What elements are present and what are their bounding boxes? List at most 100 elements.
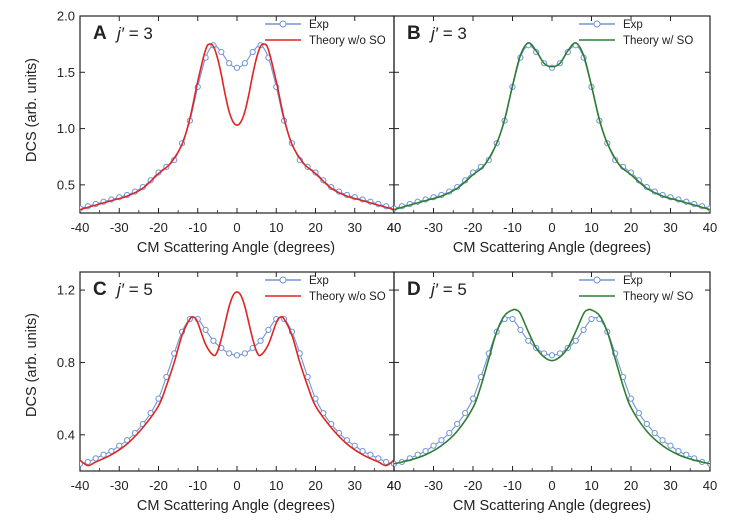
- legend-entry-label: Exp: [309, 275, 329, 287]
- x-tick-label: 0: [548, 478, 555, 493]
- theory-line: [394, 42, 710, 211]
- x-axis-title-bottom-right: CM Scattering Angle (degrees): [453, 498, 651, 514]
- exp-marker: [375, 455, 382, 462]
- x-tick-label: 0: [233, 220, 240, 235]
- series-exp: [80, 42, 394, 212]
- exp-marker: [588, 315, 595, 323]
- series-theory: [394, 308, 710, 465]
- x-tick-label: -40: [71, 220, 90, 235]
- series-theory: [394, 42, 710, 211]
- exp-marker: [651, 429, 658, 437]
- exp-marker: [233, 352, 241, 359]
- exp-marker: [265, 326, 272, 333]
- y-tick-label: 0.5: [57, 177, 75, 192]
- exp-marker: [659, 437, 666, 444]
- exp-marker: [241, 350, 248, 357]
- exp-marker: [438, 437, 445, 444]
- exp-marker: [233, 64, 241, 71]
- series-exp: [80, 315, 394, 467]
- x-tick-label: -30: [110, 478, 129, 493]
- panel-letter: D: [407, 279, 421, 300]
- exp-marker: [351, 442, 358, 449]
- exp-marker: [359, 448, 366, 455]
- exp-marker: [462, 410, 469, 417]
- x-tick-label: 20: [308, 220, 322, 235]
- exp-marker: [92, 455, 99, 462]
- series-exp: [394, 42, 710, 212]
- x-tick-label: -20: [464, 478, 483, 493]
- x-tick-label: 40: [387, 220, 401, 235]
- exp-marker: [257, 337, 264, 344]
- x-tick-label: -30: [424, 220, 443, 235]
- exp-marker: [509, 315, 516, 323]
- theory-line: [80, 43, 394, 211]
- x-tick-label: -10: [188, 220, 207, 235]
- exp-marker: [422, 448, 429, 455]
- legend: Exp Theory w/ SO: [579, 275, 693, 303]
- legend: Exp Theory w/o SO: [265, 19, 386, 47]
- exp-marker: [367, 451, 374, 458]
- legend-entry-label: Theory w/ SO: [623, 35, 693, 47]
- x-tick-label: 10: [584, 478, 598, 493]
- x-tick-label: 40: [387, 220, 401, 235]
- legend-swatch-marker: [279, 20, 287, 28]
- panel-a: -40 -30 -20 -10 0 10 20 30 40 0.5 1.0 1.5 2.0 A j′ = 3…: [57, 9, 401, 236]
- x-tick-label: 40: [703, 220, 717, 235]
- theory-line: [80, 291, 394, 467]
- exp-marker: [100, 451, 107, 458]
- exp-marker: [548, 352, 556, 359]
- x-tick-label: 40: [387, 478, 401, 493]
- exp-marker: [108, 448, 115, 455]
- x-axis-title-top-right: CM Scattering Angle (degrees): [453, 240, 651, 256]
- x-tick-label: 0: [233, 478, 240, 493]
- x-tick-label: -10: [503, 478, 522, 493]
- legend-entry-label: Exp: [623, 275, 643, 287]
- exp-marker: [241, 60, 248, 67]
- legend-entry-label: Theory w/ SO: [623, 291, 693, 303]
- x-tick-label: 30: [348, 478, 362, 493]
- series-theory: [80, 43, 394, 211]
- x-tick-label: 40: [703, 478, 717, 493]
- exp-marker: [675, 448, 682, 455]
- legend-entry-label: Theory w/o SO: [309, 291, 386, 303]
- panel-letter: C: [93, 279, 107, 300]
- y-axis-title-bottom: DCS (arb. units): [24, 313, 40, 417]
- exp-marker: [454, 420, 461, 428]
- exp-marker: [226, 350, 233, 357]
- panel-j-label: j′ = 5: [115, 280, 153, 299]
- legend-swatch-marker: [279, 276, 287, 284]
- y-tick-label: 0.8: [57, 355, 75, 370]
- exp-marker: [218, 48, 225, 56]
- x-tick-label: 40: [387, 478, 401, 493]
- x-tick-label: 0: [548, 220, 555, 235]
- y-tick-label: 1.2: [57, 283, 75, 298]
- x-tick-label: 10: [584, 220, 598, 235]
- legend-entry-label: Exp: [623, 19, 643, 31]
- x-tick-label: 20: [624, 478, 638, 493]
- legend-swatch-marker: [593, 276, 601, 284]
- y-tick-label: 1.0: [57, 121, 75, 136]
- exp-marker: [643, 420, 650, 428]
- exp-marker: [667, 442, 674, 449]
- x-tick-label: -30: [110, 220, 129, 235]
- exp-marker: [446, 429, 453, 437]
- x-tick-label: -20: [149, 220, 168, 235]
- x-tick-label: -40: [71, 478, 90, 493]
- x-tick-label: 30: [348, 220, 362, 235]
- legend-swatch-marker: [593, 20, 601, 28]
- y-tick-label: 0.4: [57, 427, 75, 442]
- exp-marker: [572, 337, 579, 344]
- exp-marker: [517, 326, 524, 333]
- series-exp: [394, 315, 710, 467]
- y-tick-label: 1.5: [57, 65, 75, 80]
- x-tick-label: 10: [269, 220, 283, 235]
- x-tick-label: -30: [424, 478, 443, 493]
- exp-marker: [580, 326, 587, 333]
- panel-letter: B: [407, 23, 421, 44]
- series-theory: [80, 291, 394, 467]
- theory-line: [394, 308, 710, 465]
- x-tick-label: 20: [308, 478, 322, 493]
- legend: Exp Theory w/o SO: [265, 275, 386, 303]
